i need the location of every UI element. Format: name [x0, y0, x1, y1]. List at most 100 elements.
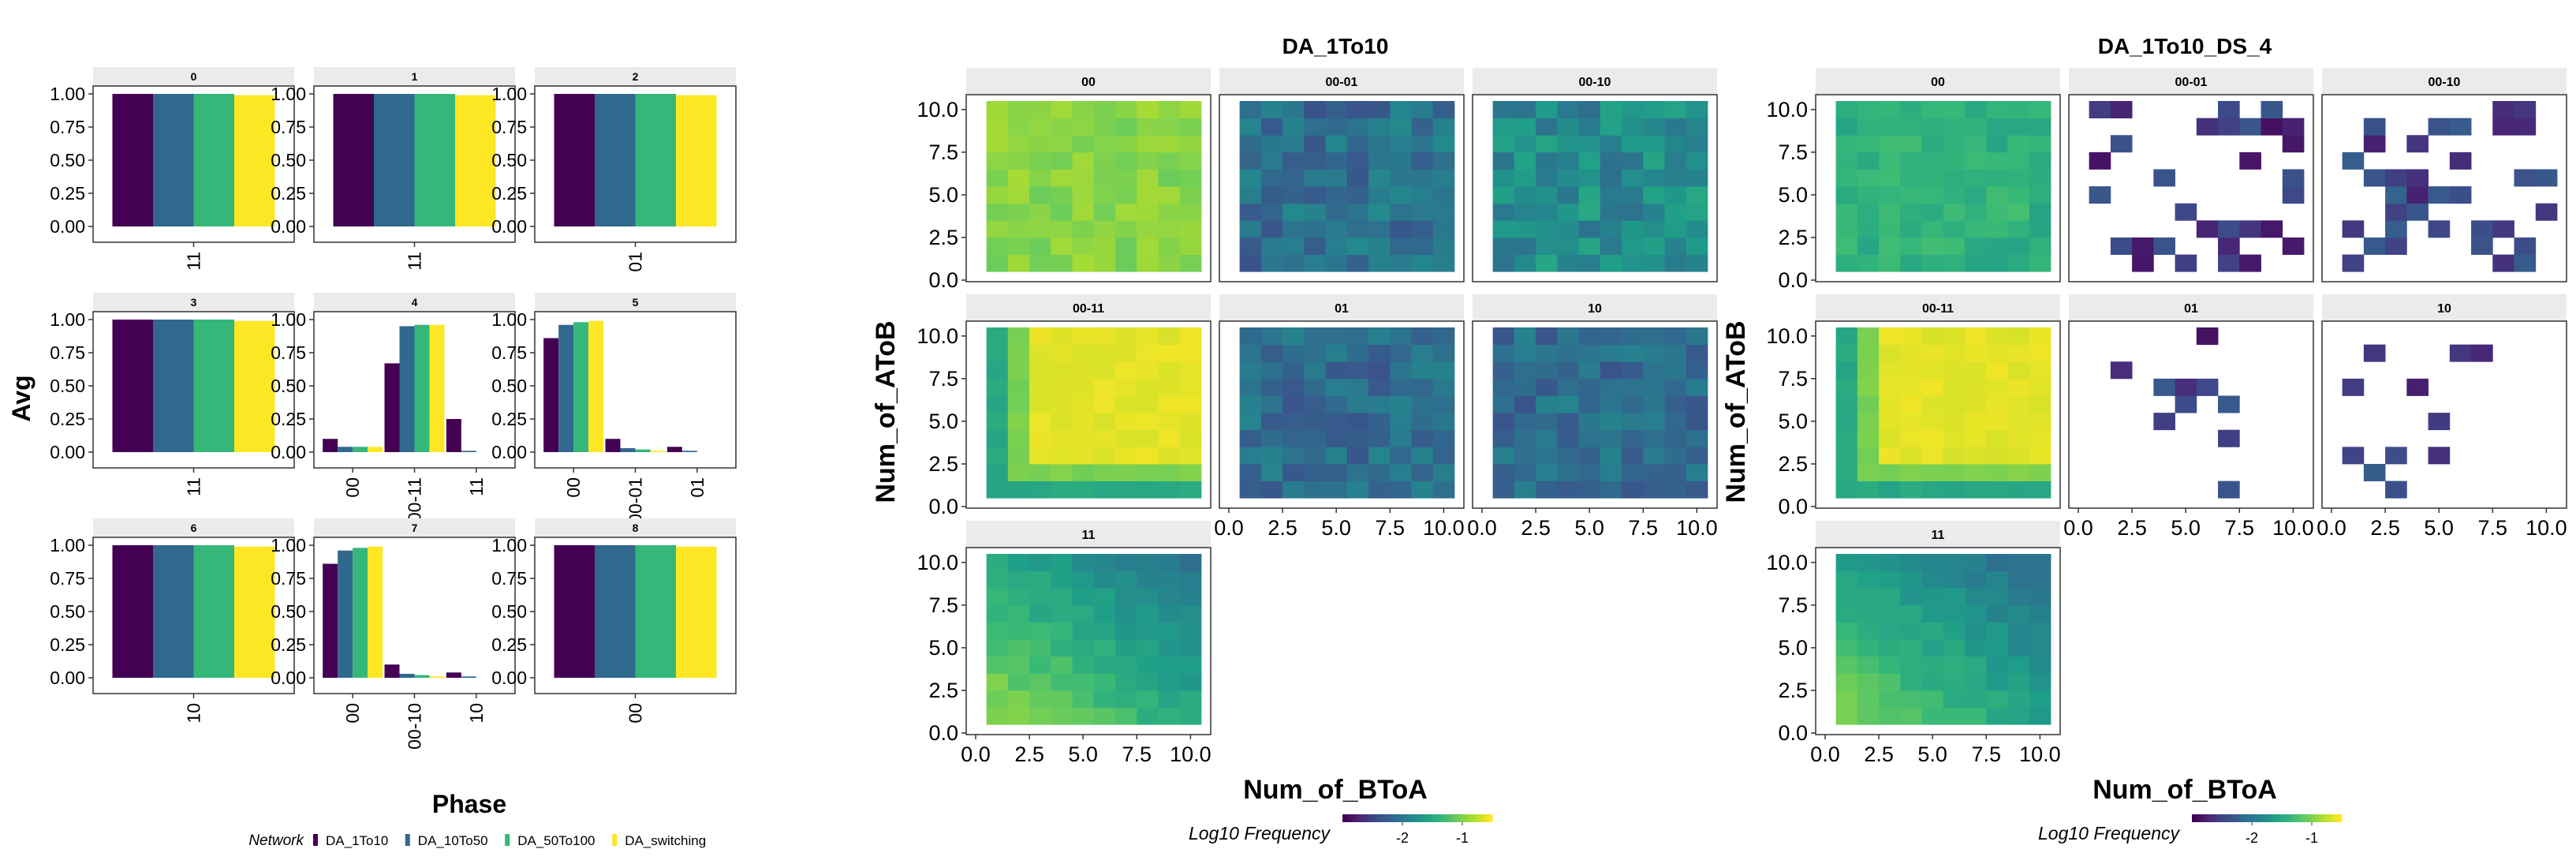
heat-cell — [1239, 186, 1262, 204]
heat-cell — [1158, 101, 1181, 119]
heat-cell — [1578, 254, 1601, 272]
heat-cell — [2029, 604, 2051, 623]
y-tick-label: 7.5 — [928, 367, 958, 391]
heat-cell — [1986, 429, 2008, 447]
x-tick-label: 00 — [625, 703, 646, 724]
heat-cell — [1557, 344, 1579, 362]
heat-cell — [1921, 656, 1944, 674]
heat-cell — [1664, 395, 1687, 413]
heat-cell — [1857, 656, 1880, 674]
heat-cell — [1879, 554, 1901, 572]
heat-cell — [1943, 186, 1966, 204]
colorbar-swatch — [1391, 814, 1395, 822]
heat-cell — [1411, 429, 1434, 447]
facet-strip — [1219, 294, 1464, 321]
heat-cell — [1492, 429, 1515, 447]
heat-cell — [1557, 169, 1579, 187]
heat-cell — [2239, 118, 2261, 136]
heat-cell — [1093, 707, 1116, 725]
heat-cell — [2218, 237, 2240, 255]
heat-cell — [1879, 220, 1901, 238]
heat-cell — [1664, 118, 1687, 136]
heatmap-facet-10: 10 0.0 2.5 5.0 7.5 10.0 — [1467, 294, 1718, 540]
colorbar-swatch — [1443, 814, 1448, 822]
heat-cell — [1093, 378, 1116, 396]
heat-cell — [1304, 344, 1326, 362]
heat-cell — [1986, 327, 2008, 346]
heat-cell — [1900, 463, 1922, 481]
heat-cell — [2406, 186, 2429, 204]
colorbar-swatch — [1398, 814, 1403, 822]
heat-cell — [1514, 463, 1536, 481]
heat-cell — [1093, 254, 1116, 272]
x-tick-label: 11 — [184, 477, 204, 496]
heat-cell — [1686, 344, 1708, 362]
bar-DA_1To10-11 — [333, 94, 374, 226]
heat-cell — [1879, 570, 1901, 589]
heat-cell — [1557, 378, 1579, 396]
bar-DA_10To50-11 — [153, 94, 194, 226]
heat-cell — [2218, 481, 2240, 499]
heat-cell — [1965, 588, 1987, 606]
heat-cell — [1368, 344, 1391, 362]
heat-cell — [1943, 673, 1966, 691]
heat-cell — [1325, 395, 1348, 413]
heat-cell — [1492, 481, 1515, 499]
heat-cell — [2007, 186, 2030, 204]
heat-cell — [1007, 570, 1030, 589]
heat-cell — [2153, 378, 2175, 396]
heat-cell — [2363, 344, 2386, 362]
heat-cell — [1093, 463, 1116, 481]
heat-cell — [1622, 429, 1644, 447]
heat-cell — [1643, 135, 1665, 153]
facet-strip — [1473, 294, 1717, 321]
heat-cell — [1578, 186, 1601, 204]
heat-cell — [1643, 101, 1665, 119]
heat-cell — [1051, 378, 1073, 396]
heat-cell — [1600, 378, 1622, 396]
heat-cell — [1879, 118, 1901, 136]
bar-DA_1To10-10 — [446, 672, 461, 678]
heat-cell — [1432, 135, 1455, 153]
heat-cell — [2007, 327, 2030, 346]
y-tick-label: 7.5 — [928, 593, 958, 617]
heat-cell — [1137, 254, 1159, 272]
heat-cell — [1390, 220, 1412, 238]
heat-cell — [1282, 481, 1305, 499]
heat-cell — [2110, 237, 2133, 255]
heat-cell — [1900, 101, 1922, 119]
x-tick-label: 5.0 — [2171, 516, 2201, 540]
bar-DA_10To50-00 — [338, 550, 353, 678]
heat-cell — [1900, 203, 1922, 221]
bar-facet-2: 2 0.00 0.25 0.50 0.75 1.00 01 — [491, 67, 737, 272]
heat-cell — [1158, 656, 1181, 674]
heat-cell — [1325, 327, 1348, 346]
heat-cell — [1557, 151, 1579, 170]
heat-cell — [1900, 378, 1922, 396]
heat-cell — [1557, 203, 1579, 221]
heat-cell — [1943, 327, 1966, 346]
colorbar-swatch — [1413, 814, 1418, 822]
heat-cell — [2029, 237, 2051, 255]
bar-x-axis-title: Phase — [432, 790, 506, 818]
y-tick-label: 0.75 — [50, 568, 85, 589]
heat-cell — [1686, 169, 1708, 187]
heat-cell — [1282, 186, 1305, 204]
heat-cell — [2282, 169, 2305, 187]
heat-cell — [1368, 220, 1391, 238]
y-tick-label: 0.50 — [50, 150, 85, 170]
colorbar-swatch — [1346, 814, 1350, 822]
heat-cell — [1239, 254, 1262, 272]
y-tick-label: 2.5 — [1778, 679, 1808, 702]
heat-cell — [1835, 622, 1858, 640]
x-tick-label: 10.0 — [1676, 516, 1718, 540]
heat-cell — [1346, 327, 1369, 346]
heat-cell — [2007, 151, 2030, 170]
heat-cell — [1514, 429, 1536, 447]
heat-cell — [1115, 361, 1137, 380]
colorbar-swatch — [1439, 814, 1444, 822]
heat-cell — [1600, 413, 1622, 431]
heat-cell — [1557, 395, 1579, 413]
heat-cell — [1007, 237, 1030, 255]
heat-cell — [1943, 588, 1966, 606]
